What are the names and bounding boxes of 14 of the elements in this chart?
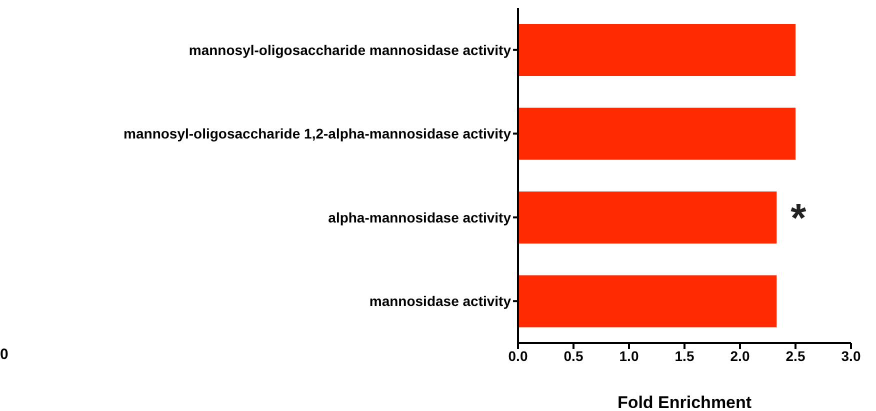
x-tick-label: 0.0 xyxy=(508,348,528,364)
x-tick-label: 0.5 xyxy=(564,348,584,364)
x-tick-label: 2.5 xyxy=(786,348,806,364)
y-tick-label: mannosyl-oligosaccharide 1,2-alpha-mannosidase activity xyxy=(124,126,512,142)
y-tick-label: mannosyl-oligosaccharide mannosidase activity xyxy=(188,42,512,58)
x-tick-label: 1.5 xyxy=(674,348,694,364)
x-tick-label: 1.0 xyxy=(619,348,639,364)
y-tick-label: alpha-mannosidase activity xyxy=(328,209,512,226)
y-tick-label: mannosidase activity xyxy=(369,293,512,310)
x-tick-label: 2.0 xyxy=(730,348,750,364)
x-axis-title: Fold Enrichment xyxy=(617,393,752,411)
text: 0 xyxy=(0,346,8,363)
annotation: * xyxy=(790,196,807,241)
x-tick-label: 3.0 xyxy=(841,348,861,364)
